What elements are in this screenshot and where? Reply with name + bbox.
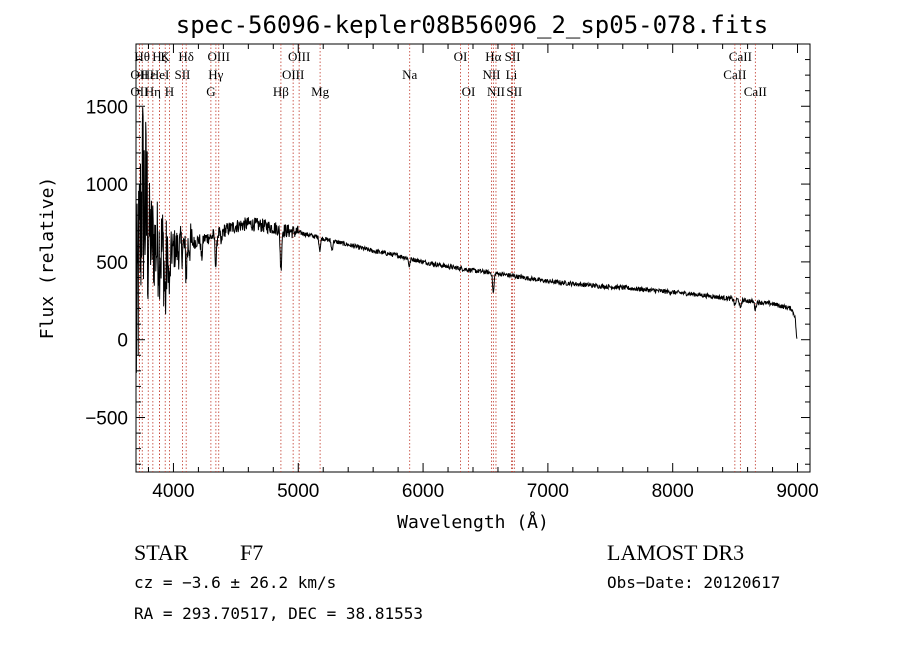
spectral-line-label: Hβ <box>273 84 289 99</box>
spectral-line-label: Hζ <box>152 49 167 64</box>
coordinates: RA = 293.70517, DEC = 38.81553 <box>134 604 423 623</box>
spectral-line-label: NII <box>487 84 505 99</box>
y-tick-label: −500 <box>85 409 128 430</box>
spectral-line-label: Hα <box>485 49 501 64</box>
spectral-line-labels: OIIOIIHθHεHηHζHeIKHSIIHδGHγOIIIHβOIIIOII… <box>130 49 767 99</box>
object-subclass: F7 <box>240 540 263 565</box>
spectral-line-label: OI <box>462 84 476 99</box>
y-tick-label: 1500 <box>86 97 128 118</box>
spectrum-line <box>135 107 798 373</box>
spectral-line-label: Hδ <box>178 49 194 64</box>
plot-area: OIIOIIHθHεHηHζHeIKHSIIHδGHγOIIIHβOIIIOII… <box>85 43 819 502</box>
x-tick-label: 9000 <box>776 481 818 502</box>
plot-frame <box>135 43 811 473</box>
x-tick-label: 8000 <box>652 481 694 502</box>
spectral-line-label: OII <box>130 84 148 99</box>
spectral-line-label: OIII <box>288 49 310 64</box>
info-panel: STAR F7 LAMOST DR3 cz = −3.6 ± 26.2 km/s… <box>134 540 780 623</box>
x-axis-label: Wavelength (Å) <box>397 511 549 533</box>
object-class: STAR <box>134 540 189 565</box>
spectral-line-label: Hη <box>145 84 161 99</box>
spectral-line-label: SII <box>174 67 190 82</box>
y-axis-ticks: −500 0 500 1000 1500 <box>85 59 810 465</box>
spectral-line-label: G <box>206 84 215 99</box>
x-tick-label: 5000 <box>277 481 319 502</box>
spectral-line-label: CaII <box>744 84 767 99</box>
spectral-line-label: OII <box>130 67 148 82</box>
spectral-line-label: H <box>165 84 174 99</box>
chart-title: spec-56096-kepler08B56096_2_sp05-078.fit… <box>176 11 768 39</box>
spectral-line-label: Hγ <box>208 67 223 82</box>
x-axis-ticks: 4000 5000 6000 7000 8000 9000 <box>147 44 819 502</box>
survey-name: LAMOST DR3 <box>607 540 744 565</box>
spectral-line-label: SII <box>506 84 522 99</box>
spectral-line-label: Na <box>402 67 417 82</box>
spectral-line-label: CaII <box>723 67 746 82</box>
spectral-line-label: OIII <box>208 49 230 64</box>
spectral-line-label: SII <box>505 49 521 64</box>
spectral-line-label: OI <box>454 49 468 64</box>
y-tick-label: 500 <box>96 253 128 274</box>
redshift-velocity: cz = −3.6 ± 26.2 km/s <box>134 573 336 592</box>
spectral-line-label: HeI <box>150 67 170 82</box>
y-tick-label: 0 <box>117 331 128 352</box>
spectral-line-label: OIII <box>282 67 304 82</box>
observation-date: Obs−Date: 20120617 <box>607 573 780 592</box>
x-tick-label: 7000 <box>527 481 569 502</box>
y-tick-label: 1000 <box>86 175 128 196</box>
spectral-line-label: K <box>161 49 171 64</box>
y-axis-label: Flux (relative) <box>37 177 58 340</box>
spectral-line-label: Li <box>506 67 518 82</box>
spectral-line-label: Hε <box>141 67 156 82</box>
spectral-line-label: Hθ <box>134 49 150 64</box>
x-tick-label: 6000 <box>402 481 444 502</box>
spectral-line-label: Mg <box>311 84 330 99</box>
spectral-line-label: NII <box>482 67 500 82</box>
spectral-line-label: CaII <box>729 49 752 64</box>
spectral-line-markers <box>138 44 756 472</box>
x-tick-label: 4000 <box>152 481 194 502</box>
